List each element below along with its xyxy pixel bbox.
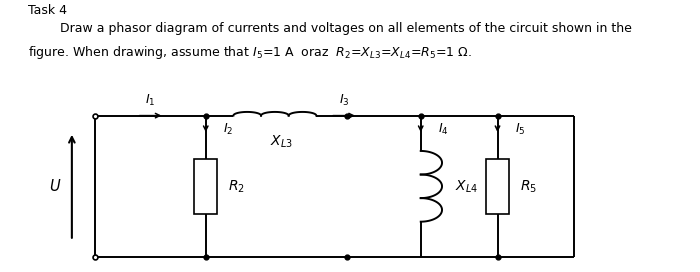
Text: Task 4: Task 4	[27, 4, 66, 17]
Text: $I_5$: $I_5$	[514, 122, 525, 137]
Text: $X_{L4}$: $X_{L4}$	[454, 178, 477, 194]
Text: $I_2$: $I_2$	[223, 122, 233, 137]
Bar	[194, 159, 218, 214]
Text: $I_3$: $I_3$	[339, 93, 349, 108]
Text: $R_2$: $R_2$	[228, 178, 245, 194]
Text: U: U	[49, 179, 60, 194]
Text: $I_1$: $I_1$	[146, 93, 155, 108]
Text: $X_{L3}$: $X_{L3}$	[270, 133, 293, 150]
Bar	[486, 159, 509, 214]
Text: figure. When drawing, assume that $I_5$=1 A  oraz  $R_2$=$X_{L3}$=$X_{L4}$=$R_5$: figure. When drawing, assume that $I_5$=…	[27, 44, 471, 61]
Text: Draw a phasor diagram of currents and voltages on all elements of the circuit sh: Draw a phasor diagram of currents and vo…	[27, 22, 631, 35]
Text: $I_4$: $I_4$	[438, 122, 449, 137]
Text: $R_5$: $R_5$	[520, 178, 538, 194]
